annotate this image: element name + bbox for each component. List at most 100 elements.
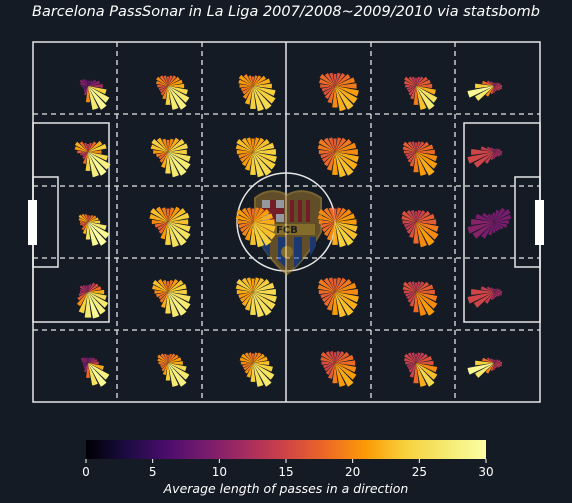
sonar-wedge xyxy=(88,222,107,231)
sonar-wedge xyxy=(168,279,184,292)
sonar-wedge xyxy=(253,207,265,222)
sonar-wedge xyxy=(335,86,359,97)
sonar-wedge xyxy=(333,278,337,292)
sonar-wedge xyxy=(494,360,501,363)
sonar-col4-row3 xyxy=(317,207,358,248)
sonar-wedge xyxy=(168,289,187,295)
sonar-wedge xyxy=(494,82,499,86)
sonar-wedge xyxy=(236,219,253,225)
sonar-col5-row4 xyxy=(402,281,438,316)
sonar-wedge xyxy=(416,289,435,295)
sonar-wedge xyxy=(416,86,436,95)
sonar-wedge xyxy=(166,139,170,152)
sonar-wedge xyxy=(161,363,168,372)
sonar-wedge xyxy=(416,281,421,292)
sonar-wedge xyxy=(88,152,99,178)
sonar-wedge xyxy=(253,142,275,152)
sonar-wedge xyxy=(493,288,495,292)
sonar-wedge xyxy=(490,358,494,363)
sonar-wedge xyxy=(320,292,335,299)
sonar-wedge xyxy=(88,363,98,386)
sonar-wedge xyxy=(253,282,275,292)
sonar-wedge xyxy=(87,80,89,86)
sonar-wedge xyxy=(168,83,185,89)
sonar-wedge xyxy=(416,144,434,152)
sonar-wedge xyxy=(238,292,253,299)
sonar-wedge xyxy=(79,220,88,224)
sonar-wedge xyxy=(77,150,88,154)
sonar-wedge xyxy=(83,142,88,152)
sonar-wedge xyxy=(404,353,416,363)
sonar-wedge xyxy=(165,292,171,314)
sonar-wedge xyxy=(404,80,416,86)
sonar-wedge xyxy=(482,80,494,86)
sonar-wedge xyxy=(319,79,335,86)
sonar-wedge xyxy=(323,277,335,292)
sonar-wedge xyxy=(88,363,110,380)
sonar-wedge xyxy=(160,353,168,363)
sonar-wedge xyxy=(335,277,347,292)
sonar-wedge xyxy=(253,219,275,225)
sonar-wedge xyxy=(161,207,168,222)
sonar-wedge xyxy=(494,222,508,228)
sonar-wedge xyxy=(320,351,335,363)
sonar-col1-row3 xyxy=(78,213,110,246)
sonar-wedge xyxy=(480,286,494,292)
sonar-wedge xyxy=(168,152,179,178)
sonar-wedge xyxy=(158,86,168,91)
sonar-wedge xyxy=(168,278,179,292)
sonar-wedge xyxy=(321,292,335,303)
sonar-wedge xyxy=(335,86,354,110)
sonar-wedge xyxy=(168,86,187,110)
sonar-wedge xyxy=(494,220,509,224)
sonar-wedge xyxy=(402,146,416,152)
sonar-wedge xyxy=(168,138,174,152)
sonar-wedge xyxy=(238,74,253,86)
sonar-wedge xyxy=(416,79,431,86)
sonar-wedge xyxy=(253,152,276,170)
sonar-wedge xyxy=(323,137,335,152)
sonar-wedge xyxy=(321,86,335,92)
sonar-wedge xyxy=(409,152,416,167)
sonar-wedge xyxy=(152,279,168,292)
sonar-wedge xyxy=(402,141,416,152)
sonar-wedge xyxy=(241,277,253,292)
sonar-wedge xyxy=(416,152,427,176)
sonar-col2-row1 xyxy=(156,75,190,110)
sonar-wedge xyxy=(79,285,88,292)
sonar-wedge xyxy=(411,352,416,363)
sonar-wedge xyxy=(80,152,88,156)
sonar-wedge xyxy=(83,363,88,369)
sonar-wedge xyxy=(494,292,500,297)
sonar-wedge xyxy=(416,219,437,225)
sonar-wedge xyxy=(335,354,354,363)
sonar-wedge xyxy=(87,357,89,363)
sonar-wedge xyxy=(168,292,191,310)
sonar-wedge xyxy=(239,84,253,88)
sonar-wedge xyxy=(490,214,494,222)
sonar-wedge xyxy=(88,80,100,86)
sonar-wedge xyxy=(253,277,260,292)
sonar-wedge xyxy=(494,82,497,86)
sonar-wedge xyxy=(414,353,418,363)
sonar-wedge xyxy=(82,86,88,89)
sonar-wedge xyxy=(168,353,176,363)
sonar-wedge xyxy=(88,80,91,86)
sonar-wedge xyxy=(471,289,494,295)
sonar-wedge xyxy=(168,75,177,86)
sonar-col2-row3 xyxy=(149,206,191,248)
sonar-wedge xyxy=(244,352,253,363)
sonar-wedge xyxy=(406,222,416,234)
sonar-wedge xyxy=(243,74,253,86)
sonar-wedge xyxy=(168,222,191,240)
sonar-wedge xyxy=(335,279,352,292)
sonar-wedge xyxy=(494,363,502,367)
sonar-wedge xyxy=(168,208,186,222)
sonar-wedge xyxy=(241,292,253,307)
sonar-wedge xyxy=(416,363,435,387)
sonar-wedge xyxy=(88,86,107,110)
sonar-wedge xyxy=(335,149,358,155)
sonar-wedge xyxy=(416,292,427,316)
sonar-wedge xyxy=(253,222,276,232)
sonar-wedge xyxy=(325,351,335,363)
